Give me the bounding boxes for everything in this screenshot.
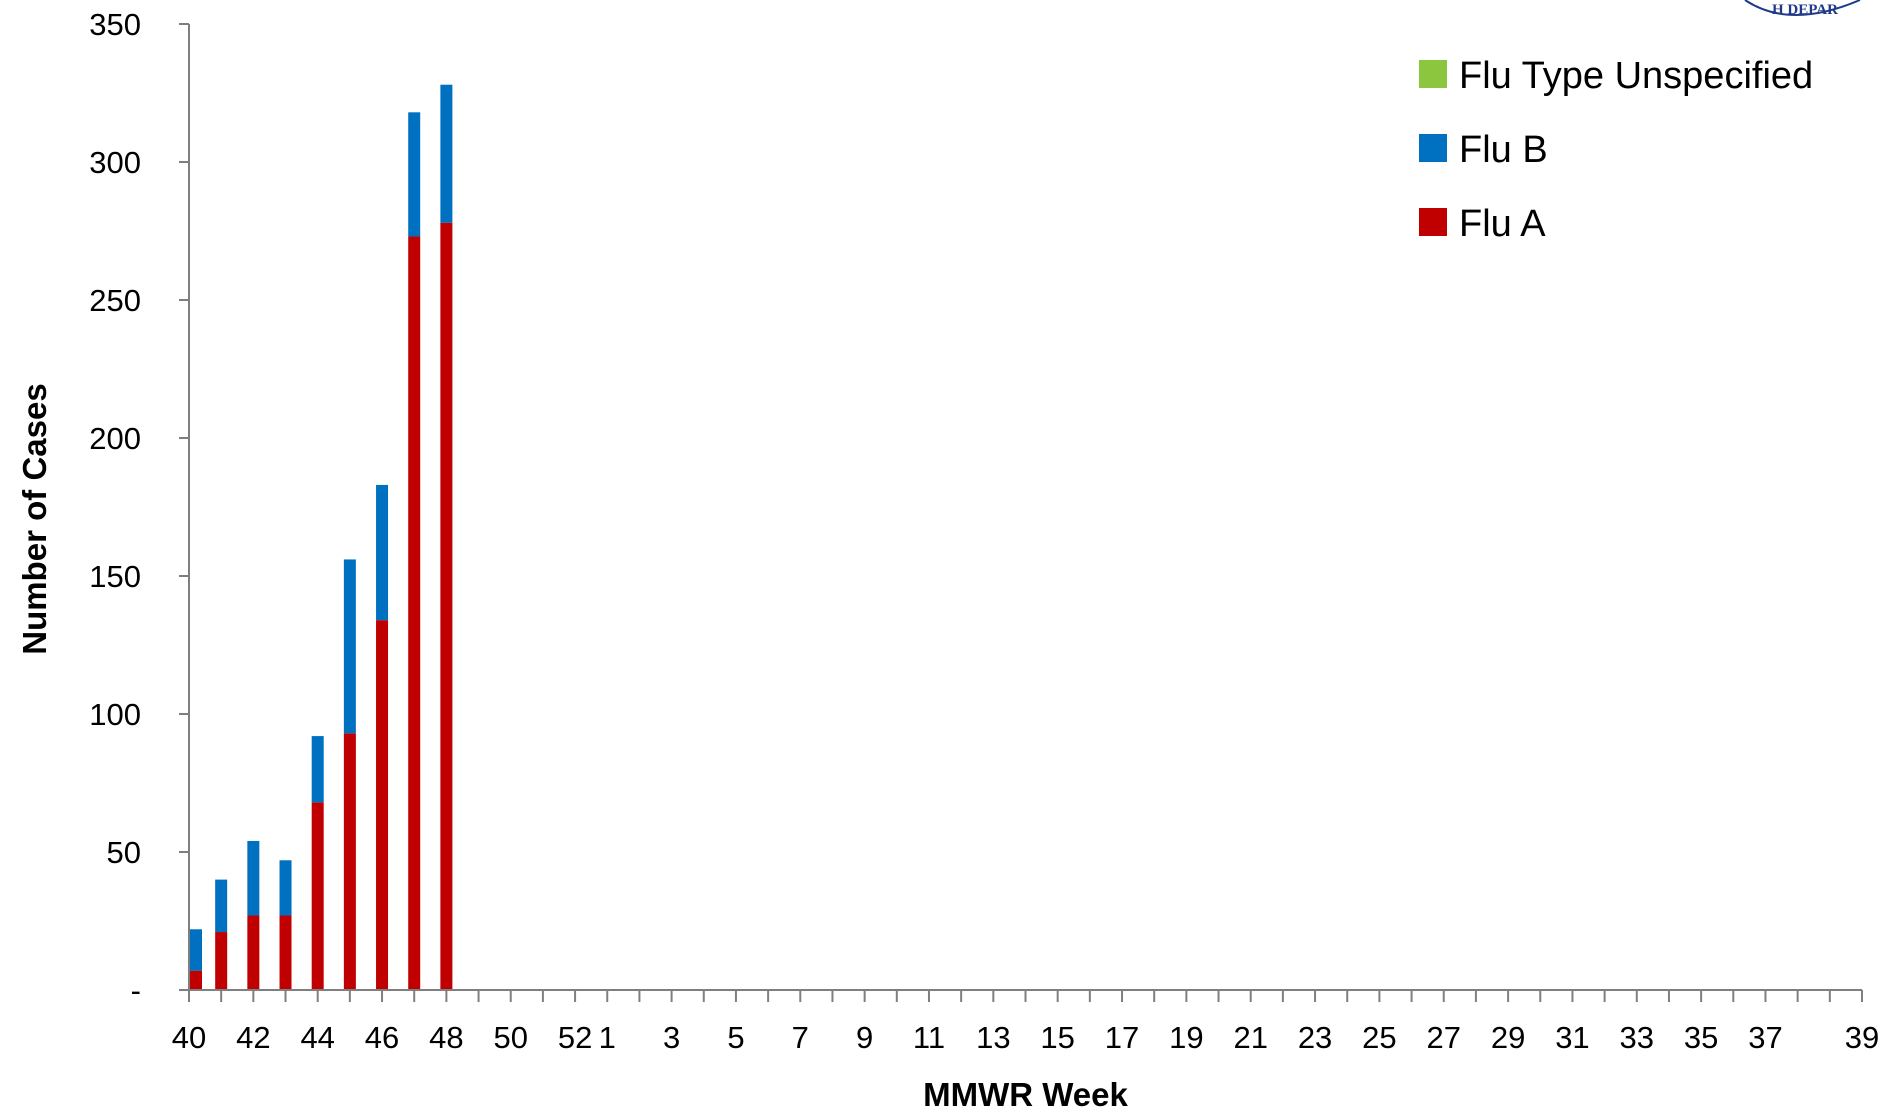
- x-tick-label: 25: [1362, 1020, 1396, 1055]
- x-tick-label: 13: [976, 1020, 1010, 1055]
- y-tick-label: 50: [107, 835, 141, 870]
- legend-label: Flu A: [1459, 203, 1546, 245]
- y-axis-ticks: - 50 100 150 200 250 300 350: [89, 7, 189, 1008]
- legend: Flu Type Unspecified Flu B Flu A: [1419, 55, 1813, 245]
- x-tick-label: 52: [558, 1020, 592, 1055]
- x-tick-label: 11: [913, 1020, 945, 1055]
- x-tick-label: 3: [663, 1020, 680, 1055]
- legend-label: Flu Type Unspecified: [1459, 55, 1813, 97]
- bar-flu-a: [343, 733, 356, 990]
- y-tick-label: 200: [89, 421, 141, 456]
- bar-flu-b: [376, 484, 389, 621]
- x-tick-label: 42: [236, 1020, 270, 1055]
- x-tick-label: 23: [1298, 1020, 1332, 1055]
- y-tick-label: 350: [89, 7, 141, 42]
- bar-flu-b: [279, 860, 292, 916]
- legend-swatch: [1419, 60, 1447, 88]
- y-tick-label: 150: [89, 559, 141, 594]
- bar-flu-b: [215, 879, 228, 933]
- bar-flu-b: [408, 112, 421, 237]
- x-tick-label: 21: [1233, 1020, 1267, 1055]
- x-tick-label: 9: [856, 1020, 873, 1055]
- x-tick-label: 35: [1684, 1020, 1718, 1055]
- legend-swatch: [1419, 208, 1447, 236]
- x-tick-label: 29: [1491, 1020, 1525, 1055]
- x-tick-label: 15: [1040, 1020, 1074, 1055]
- bar-flu-a: [215, 932, 228, 990]
- legend-swatch: [1419, 134, 1447, 162]
- legend-label: Flu B: [1459, 129, 1548, 171]
- y-tick-label: 100: [89, 697, 141, 732]
- x-tick-label: 31: [1555, 1020, 1589, 1055]
- bar-flu-a: [190, 970, 202, 990]
- bar-flu-a: [247, 915, 260, 990]
- x-tick-label: 33: [1620, 1020, 1654, 1055]
- x-tick-label: 27: [1427, 1020, 1461, 1055]
- bars-group: [190, 84, 453, 991]
- y-tick-label: 250: [89, 283, 141, 318]
- bar-flu-b: [343, 559, 356, 734]
- x-tick-label: 17: [1105, 1020, 1139, 1055]
- x-tick-label: 40: [172, 1020, 206, 1055]
- y-axis-title: Number of Cases: [16, 383, 53, 654]
- x-axis-title: MMWR Week: [923, 1076, 1128, 1113]
- department-seal-logo: H DEPAR: [1744, 0, 1861, 18]
- bar-flu-a: [279, 915, 292, 990]
- x-tick-label: 46: [365, 1020, 399, 1055]
- x-tick-label: 39: [1845, 1020, 1879, 1055]
- x-tick-label: 44: [300, 1020, 334, 1055]
- x-axis-ticks: 40 42 44 46 48 50 52 1 3 5 7 9 11 13 15 17 19 21 23 25 27 29 3…: [172, 990, 1879, 1055]
- bar-flu-a: [376, 620, 389, 990]
- x-tick-label: 50: [493, 1020, 527, 1055]
- x-tick-label: 48: [429, 1020, 463, 1055]
- seal-text: H DEPAR: [1772, 2, 1838, 18]
- bar-flu-b: [311, 736, 324, 803]
- bar-flu-a: [408, 236, 421, 990]
- x-tick-label: 1: [599, 1020, 616, 1055]
- y-tick-label: -: [131, 973, 141, 1008]
- x-tick-label: 7: [792, 1020, 809, 1055]
- bar-flu-a: [440, 222, 453, 991]
- y-tick-label: 300: [89, 145, 141, 180]
- bar-flu-b: [440, 84, 453, 223]
- bar-flu-b: [190, 929, 202, 971]
- bar-flu-a: [311, 802, 324, 990]
- bar-flu-b: [247, 840, 260, 916]
- x-tick-label: 19: [1169, 1020, 1203, 1055]
- x-tick-label: 37: [1748, 1020, 1782, 1055]
- x-tick-label: 5: [727, 1020, 744, 1055]
